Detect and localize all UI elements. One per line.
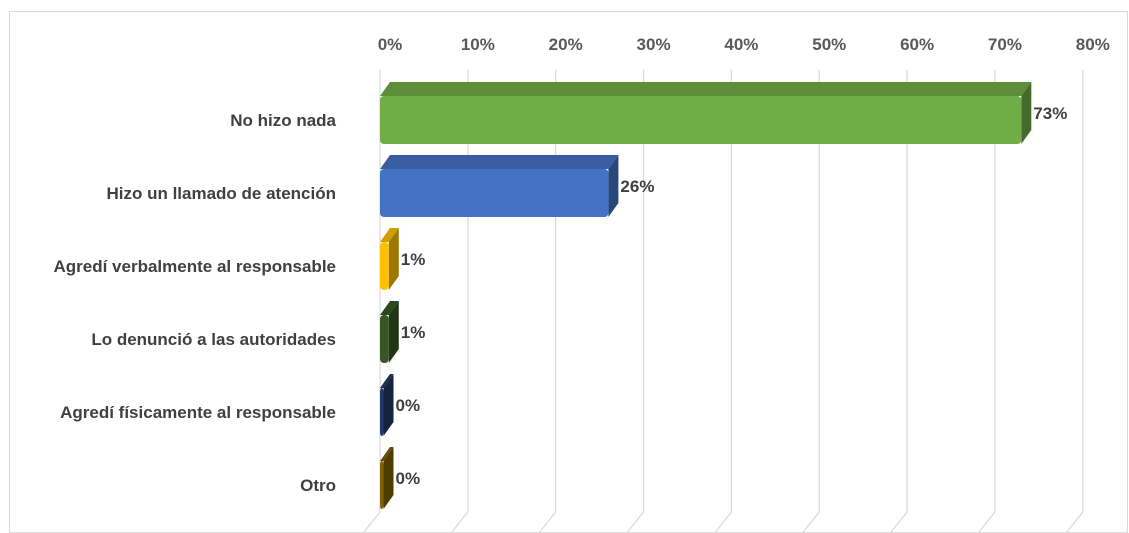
bar-top-face (380, 447, 394, 461)
bar-front-face (380, 315, 389, 363)
x-tick-label: 20% (549, 35, 583, 54)
data-labels: 73% 26% 1% 1% 0% 0% (396, 104, 1068, 488)
bar-front-face (380, 242, 389, 290)
data-label: 1% (401, 323, 426, 342)
category-label: Hizo un llamado de atención (106, 184, 336, 203)
gridline-floor (363, 511, 381, 532)
x-tick-label: 30% (637, 35, 671, 54)
bar-chart: 0% 10% 20% 30% 40% 50% 60% 70% 80% No hizo nada H… (54, 35, 1110, 532)
category-label: Agredí físicamente al responsable (60, 403, 336, 422)
bar-top-face (380, 301, 399, 315)
bars (380, 82, 1032, 509)
bar (380, 155, 619, 217)
gridline-floor (714, 511, 732, 532)
bar-side-face (383, 374, 394, 436)
x-tick-label: 60% (900, 35, 934, 54)
bar-front-face (380, 388, 384, 436)
bar (380, 374, 394, 436)
bar-top-face (380, 155, 619, 169)
bar-top-face (380, 82, 1032, 96)
data-label: 26% (620, 177, 654, 196)
bar-side-face (388, 301, 399, 363)
bar (380, 82, 1032, 144)
bar-side-face (608, 155, 619, 217)
gridline-floor (802, 511, 820, 532)
bar (380, 447, 394, 509)
bar-side-face (1021, 82, 1032, 144)
category-labels: No hizo nada Hizo un llamado de atención A… (54, 111, 337, 495)
bar-front-face (380, 461, 384, 509)
gridline-floor (627, 511, 645, 532)
bar-front-face (380, 169, 609, 217)
x-tick-label: 80% (1076, 35, 1110, 54)
x-tick-label: 50% (812, 35, 846, 54)
gridline-floor (978, 511, 996, 532)
data-label: 0% (396, 396, 421, 415)
bar (380, 228, 399, 290)
category-label: Otro (300, 476, 336, 495)
x-tick-label: 40% (724, 35, 758, 54)
bar-top-face (380, 228, 399, 242)
x-tick-label: 10% (461, 35, 495, 54)
chart-frame: 0% 10% 20% 30% 40% 50% 60% 70% 80% No hizo nada H… (9, 11, 1128, 533)
category-label: Lo denunció a las autoridades (91, 330, 336, 349)
x-tick-label: 0% (378, 35, 403, 54)
category-label: No hizo nada (230, 111, 336, 130)
gridline-floor (539, 511, 557, 532)
gridline-floor (1066, 511, 1084, 532)
bar (380, 301, 399, 363)
data-label: 0% (396, 469, 421, 488)
category-label: Agredí verbalmente al responsable (54, 257, 337, 276)
bar-side-face (383, 447, 394, 509)
bar-top-face (380, 374, 394, 388)
bar-front-face (380, 96, 1022, 144)
bar-side-face (388, 228, 399, 290)
gridline-floor (890, 511, 908, 532)
data-label: 73% (1033, 104, 1067, 123)
x-tick-label: 70% (988, 35, 1022, 54)
data-label: 1% (401, 250, 426, 269)
x-axis-ticks: 0% 10% 20% 30% 40% 50% 60% 70% 80% (378, 35, 1110, 54)
gridline-floor (451, 511, 469, 532)
